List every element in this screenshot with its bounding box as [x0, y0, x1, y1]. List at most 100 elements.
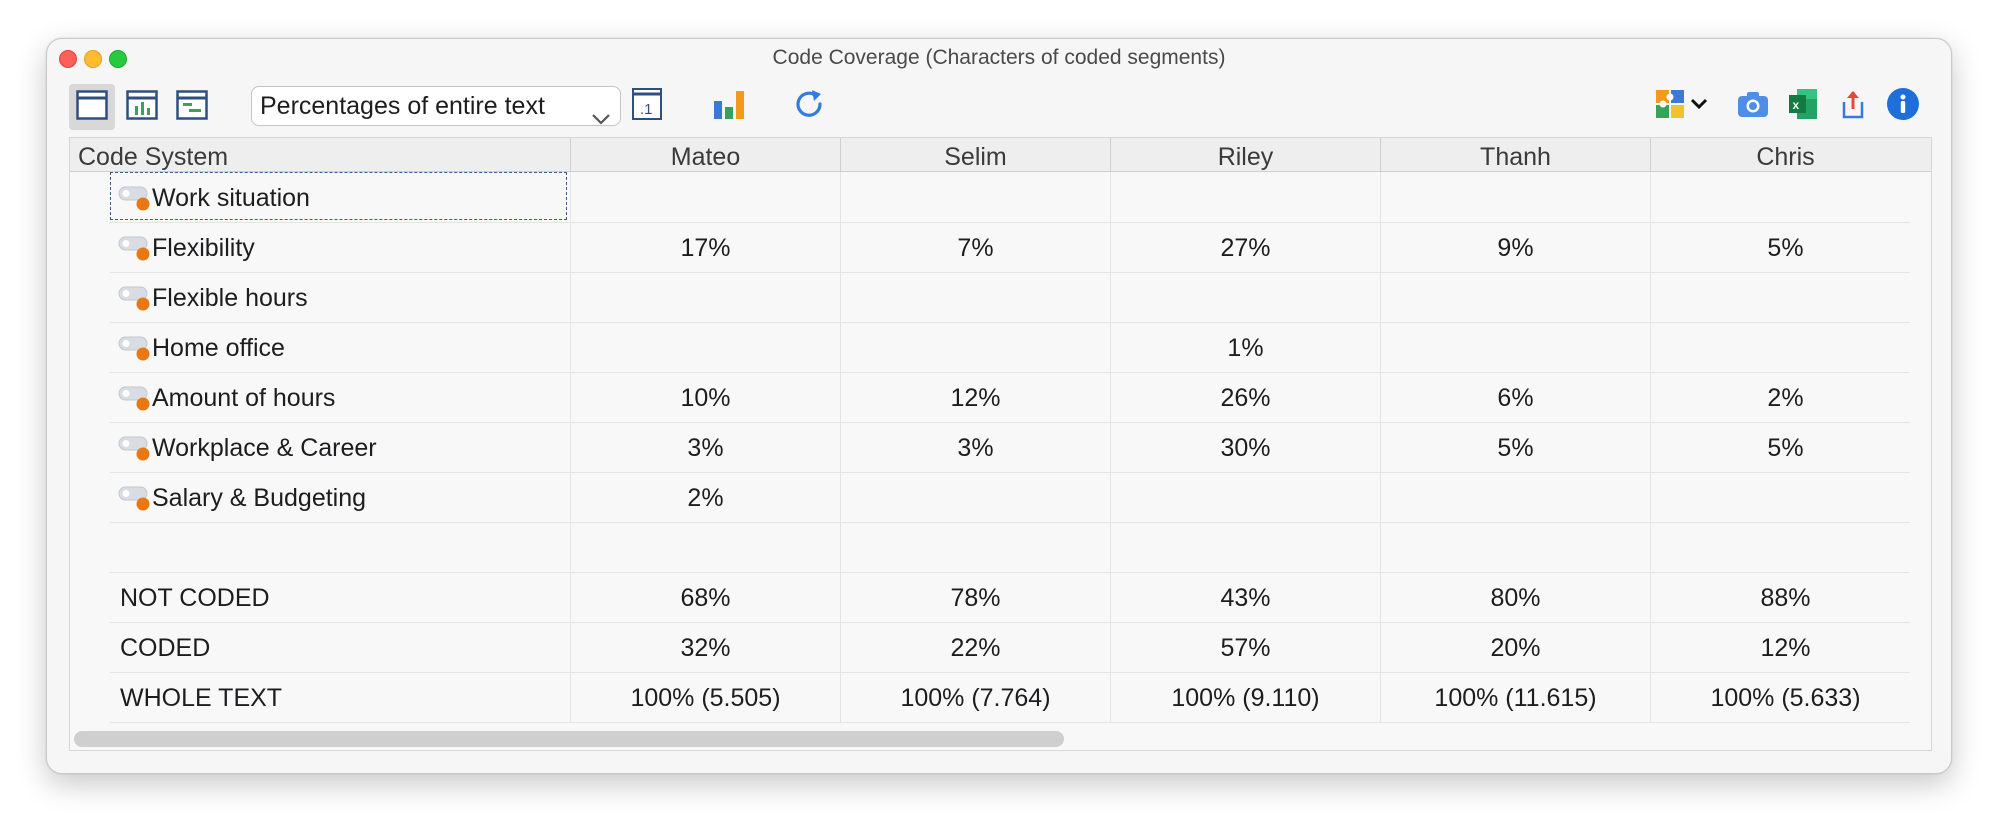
summary-cell: 57% — [1110, 622, 1380, 672]
bar-chart-view-icon — [176, 89, 208, 125]
coverage-cell: 3% — [840, 422, 1110, 472]
coverage-cell — [840, 322, 1110, 372]
summary-cell: 100% (5.505) — [570, 672, 840, 722]
coverage-cell: 2% — [570, 472, 840, 522]
summary-row-whole-text: WHOLE TEXT 100% (5.505) 100% (7.764) 100… — [110, 672, 1910, 723]
zoom-window-button[interactable] — [109, 50, 127, 68]
summary-row-not-coded: NOT CODED 68% 78% 43% 80% 88% — [110, 572, 1910, 623]
close-window-button[interactable] — [59, 50, 77, 68]
table-row[interactable]: Flexible hours — [110, 272, 1910, 323]
code-label: Salary & Budgeting — [152, 484, 367, 512]
code-label: Amount of hours — [152, 384, 336, 412]
code-icon — [118, 435, 152, 461]
code-icon — [118, 185, 152, 211]
table-row[interactable]: Salary & Budgeting 2% — [110, 472, 1910, 523]
chevron-down-icon — [590, 99, 612, 137]
coverage-cell — [1380, 472, 1650, 522]
refresh-button[interactable] — [787, 84, 831, 128]
table-row[interactable]: Flexibility 17% 7% 27% 9% 5% — [110, 222, 1910, 273]
coverage-cell: 1% — [1110, 322, 1380, 372]
summary-label: CODED — [120, 634, 211, 662]
code-selection-dropdown-button[interactable] — [1651, 84, 1713, 128]
view-table-button[interactable] — [69, 84, 115, 130]
table-view-icon — [76, 89, 108, 125]
column-chart-view-icon — [126, 89, 158, 125]
chevron-down-icon — [1689, 97, 1709, 116]
empty-row — [110, 522, 1910, 573]
view-column-chart-button[interactable] — [119, 84, 165, 130]
coverage-cell — [840, 272, 1110, 322]
column-header-document[interactable]: Chris — [1650, 138, 1920, 171]
coverage-cell: 2% — [1650, 372, 1920, 422]
empty-cell — [840, 522, 1110, 572]
table-row[interactable]: Amount of hours 10% 12% 26% 6% 2% — [110, 372, 1910, 423]
table-row[interactable]: Work situation — [110, 172, 1910, 223]
coverage-cell: 17% — [570, 222, 840, 272]
minimize-window-button[interactable] — [84, 50, 102, 68]
summary-cell: 32% — [570, 622, 840, 672]
table-header: Code System Mateo Selim Riley Thanh Chri… — [70, 138, 1931, 172]
coverage-cell — [1650, 172, 1920, 222]
export-button[interactable] — [1833, 84, 1873, 128]
code-coverage-table: Code System Mateo Selim Riley Thanh Chri… — [69, 137, 1932, 751]
coverage-cell — [840, 172, 1110, 222]
coverage-cell — [1380, 172, 1650, 222]
code-label: Flexibility — [152, 234, 255, 262]
camera-icon — [1736, 89, 1770, 124]
empty-cell — [570, 522, 840, 572]
column-header-document[interactable]: Selim — [840, 138, 1110, 171]
coverage-cell — [840, 472, 1110, 522]
coverage-cell: 5% — [1650, 422, 1920, 472]
coverage-cell: 6% — [1380, 372, 1650, 422]
coverage-cell — [1110, 272, 1380, 322]
column-header-code-system[interactable]: Code System — [78, 143, 229, 171]
summary-cell: 100% (7.764) — [840, 672, 1110, 722]
code-icon — [118, 235, 152, 261]
bar-chart-icon — [711, 87, 747, 126]
code-icon — [118, 385, 152, 411]
summary-label: NOT CODED — [120, 584, 270, 612]
table-row[interactable]: Home office 1% — [110, 322, 1910, 373]
coverage-cell: 3% — [570, 422, 840, 472]
view-bar-chart-button[interactable] — [169, 84, 215, 130]
display-mode-select[interactable]: Percentages of entire text — [251, 86, 621, 126]
summary-cell: 100% (11.615) — [1380, 672, 1650, 722]
puzzle-icon — [1655, 89, 1685, 124]
code-icon — [118, 285, 152, 311]
coverage-cell — [570, 322, 840, 372]
export-excel-button[interactable]: x — [1783, 84, 1823, 128]
summary-row-coded: CODED 32% 22% 57% 20% 12% — [110, 622, 1910, 673]
summary-cell: 100% (9.110) — [1110, 672, 1380, 722]
empty-cell — [1650, 522, 1920, 572]
horizontal-scrollbar[interactable] — [74, 731, 1064, 747]
coverage-cell — [570, 172, 840, 222]
column-header-document[interactable]: Riley — [1110, 138, 1380, 171]
chart-button[interactable] — [707, 84, 751, 128]
info-button[interactable] — [1883, 84, 1923, 128]
coverage-cell: 27% — [1110, 222, 1380, 272]
summary-cell: 68% — [570, 572, 840, 622]
coverage-cell: 26% — [1110, 372, 1380, 422]
screenshot-button[interactable] — [1733, 86, 1773, 126]
selection-focus-outline — [110, 172, 567, 220]
info-icon — [1886, 87, 1920, 126]
summary-cell: 100% (5.633) — [1650, 672, 1920, 722]
table-row[interactable]: Workplace & Career 3% 3% 30% 5% 5% — [110, 422, 1910, 473]
coverage-cell: 9% — [1380, 222, 1650, 272]
summary-cell: 20% — [1380, 622, 1650, 672]
code-coverage-window: Code Coverage (Characters of coded segme… — [46, 38, 1952, 774]
column-header-document[interactable]: Thanh — [1380, 138, 1650, 171]
window-title: Code Coverage (Characters of coded segme… — [772, 46, 1226, 69]
code-icon — [118, 335, 152, 361]
summary-cell: 80% — [1380, 572, 1650, 622]
coverage-cell: 12% — [840, 372, 1110, 422]
coverage-cell — [1650, 472, 1920, 522]
summary-cell: 78% — [840, 572, 1110, 622]
coverage-cell — [1650, 272, 1920, 322]
column-header-document[interactable]: Mateo — [570, 138, 840, 171]
refresh-icon — [791, 86, 827, 127]
summary-label: WHOLE TEXT — [120, 684, 283, 712]
summary-cell: 12% — [1650, 622, 1920, 672]
coverage-cell — [1380, 272, 1650, 322]
decimal-places-button[interactable]: .1 — [627, 86, 667, 126]
